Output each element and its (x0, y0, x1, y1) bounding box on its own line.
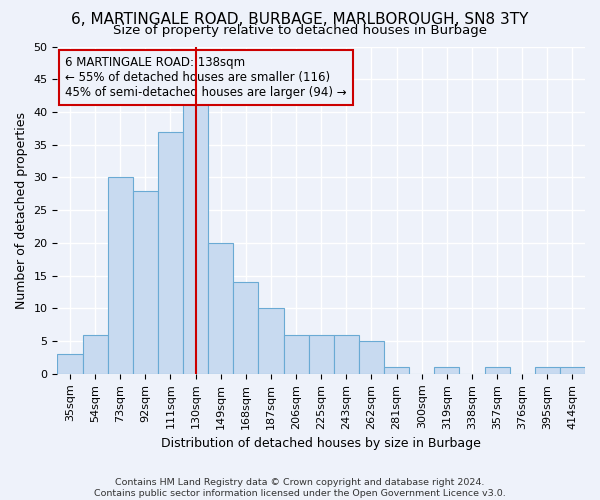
Bar (58, 354, 83, 374)
Bar (284, 334, 308, 374)
Bar (359, 341, 384, 374)
Text: 6, MARTINGALE ROAD, BURBAGE, MARLBOROUGH, SN8 3TY: 6, MARTINGALE ROAD, BURBAGE, MARLBOROUGH… (71, 12, 529, 28)
X-axis label: Distribution of detached houses by size in Burbage: Distribution of detached houses by size … (161, 437, 481, 450)
Bar (308, 334, 334, 374)
Bar (560, 368, 585, 374)
Bar (107, 178, 133, 374)
Bar (259, 308, 284, 374)
Bar (233, 282, 259, 374)
Bar (535, 368, 560, 374)
Bar (384, 368, 409, 374)
Text: 6 MARTINGALE ROAD: 138sqm
← 55% of detached houses are smaller (116)
45% of semi: 6 MARTINGALE ROAD: 138sqm ← 55% of detac… (65, 56, 347, 100)
Bar (434, 368, 460, 374)
Y-axis label: Number of detached properties: Number of detached properties (15, 112, 28, 308)
Text: Size of property relative to detached houses in Burbage: Size of property relative to detached ho… (113, 24, 487, 37)
Text: Contains HM Land Registry data © Crown copyright and database right 2024.
Contai: Contains HM Land Registry data © Crown c… (94, 478, 506, 498)
Bar (485, 368, 509, 374)
Bar (208, 243, 233, 374)
Bar (83, 334, 107, 374)
Bar (183, 99, 208, 374)
Bar (158, 132, 183, 374)
Bar (133, 190, 158, 374)
Bar (334, 334, 359, 374)
